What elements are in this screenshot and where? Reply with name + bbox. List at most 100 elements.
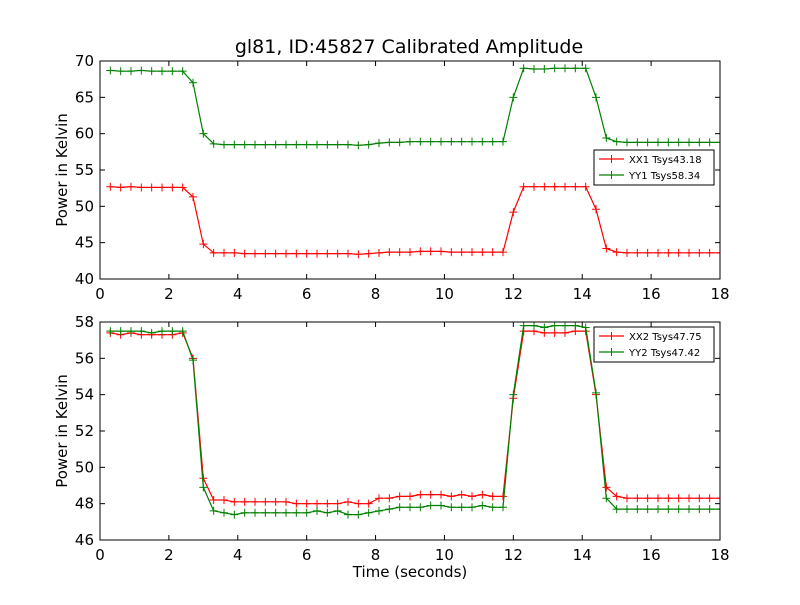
data-point — [261, 508, 270, 517]
data-point — [488, 503, 497, 512]
data-point — [168, 183, 177, 192]
data-point — [426, 137, 435, 146]
data-point — [550, 64, 559, 73]
data-point — [530, 182, 538, 191]
data-point — [540, 182, 549, 191]
data-point — [571, 182, 580, 191]
data-point — [240, 497, 249, 506]
data-point — [478, 490, 487, 499]
data-point — [478, 501, 487, 510]
data-point — [147, 183, 156, 192]
data-point — [302, 508, 311, 517]
x-tick-label: 8 — [371, 546, 381, 564]
data-point — [168, 327, 177, 336]
data-point — [426, 247, 435, 256]
data-point — [406, 492, 414, 501]
y-axis-label: Power in Kelvin — [53, 374, 71, 488]
data-point — [302, 140, 311, 149]
data-point — [643, 248, 652, 257]
data-point — [654, 505, 662, 514]
data-point — [209, 496, 218, 505]
data-point — [178, 67, 187, 76]
x-tick-label: 0 — [95, 546, 105, 564]
data-point — [685, 248, 693, 257]
data-point — [437, 247, 445, 256]
y-tick-label: 65 — [75, 88, 94, 106]
data-point — [447, 492, 456, 501]
data-point — [509, 208, 518, 217]
data-point — [612, 137, 621, 146]
legend-marker — [607, 348, 616, 356]
data-point — [406, 248, 414, 257]
data-point — [623, 505, 631, 514]
data-point — [323, 508, 332, 517]
data-point — [519, 182, 528, 191]
data-point — [571, 64, 580, 73]
data-point — [581, 323, 590, 332]
x-tick-label: 6 — [302, 546, 312, 564]
data-point — [602, 483, 611, 492]
plot-frame — [99, 60, 721, 280]
x-tick-label: 8 — [371, 285, 381, 303]
data-point — [344, 497, 352, 506]
y-tick-label: 45 — [75, 234, 94, 252]
data-point — [705, 248, 714, 257]
data-point — [354, 499, 363, 508]
x-tick-label: 14 — [573, 546, 592, 564]
data-point — [251, 249, 259, 258]
data-point — [447, 503, 456, 512]
data-point — [530, 64, 538, 73]
data-point — [602, 494, 611, 503]
data-point — [158, 327, 166, 336]
data-point — [375, 506, 383, 515]
x-tick-label: 2 — [164, 546, 174, 564]
x-tick-label: 4 — [233, 546, 243, 564]
y-tick-label: 70 — [75, 52, 94, 70]
data-point — [674, 494, 683, 503]
data-point — [685, 138, 693, 147]
y-tick-label: 58 — [75, 313, 94, 331]
data-point — [674, 248, 683, 257]
data-point — [395, 492, 404, 501]
data-point — [592, 93, 600, 102]
subplot-1: 0 2 4 6 8 10 12 14 16 18 40 45 50 55 60 65 70 Power in Ke… — [53, 52, 730, 303]
data-point — [457, 137, 466, 146]
data-point — [251, 508, 259, 517]
data-point — [375, 139, 383, 148]
data-point — [385, 138, 394, 147]
y-tick-label: 46 — [75, 531, 94, 549]
data-point — [488, 492, 497, 501]
data-point — [127, 327, 135, 336]
data-point — [282, 508, 290, 517]
data-point — [550, 182, 559, 191]
data-point — [168, 67, 177, 76]
data-point — [612, 505, 621, 514]
data-point — [447, 248, 456, 257]
x-tick-label: 10 — [435, 546, 454, 564]
x-tick-label: 4 — [233, 285, 243, 303]
data-point — [499, 137, 507, 146]
data-point — [199, 483, 208, 492]
x-tick-label: 14 — [573, 285, 592, 303]
data-point — [695, 138, 704, 147]
data-point — [540, 323, 549, 332]
data-point — [519, 322, 528, 330]
data-point — [478, 248, 487, 257]
data-point — [623, 138, 631, 147]
data-point — [664, 505, 673, 514]
data-point — [354, 510, 363, 519]
x-axis-label: Time (seconds) — [352, 563, 468, 581]
data-point — [189, 192, 197, 201]
data-point — [313, 140, 321, 149]
data-point — [313, 249, 321, 258]
data-point — [406, 503, 414, 512]
legend-marker — [607, 332, 616, 340]
data-point — [147, 328, 156, 337]
data-point — [354, 141, 363, 150]
data-point — [323, 499, 332, 508]
data-point — [385, 248, 394, 257]
data-point — [416, 247, 425, 256]
data-point — [302, 499, 311, 508]
data-point — [116, 327, 125, 336]
